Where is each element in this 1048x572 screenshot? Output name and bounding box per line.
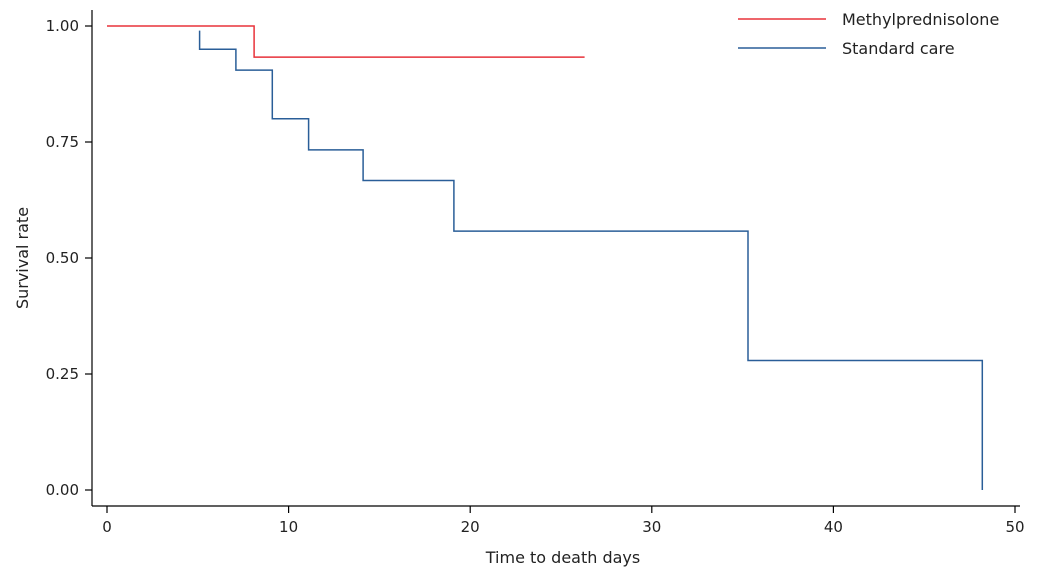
x-axis-title: Time to death days — [485, 548, 640, 567]
x-tick-label: 20 — [461, 518, 480, 536]
legend: Methylprednisolone Standard care — [738, 10, 999, 58]
x-tick-label: 40 — [824, 518, 843, 536]
x-tick-label: 0 — [102, 518, 112, 536]
y-tick-label: 0.50 — [46, 249, 79, 267]
x-tick-label: 10 — [279, 518, 298, 536]
y-tick-label: 1.00 — [46, 17, 79, 35]
series-line-methylprednisolone — [107, 25, 585, 58]
axes — [91, 10, 1020, 507]
y-tick-label: 0.75 — [46, 133, 79, 151]
y-tick-label: 0.00 — [46, 481, 79, 499]
legend-label: Methylprednisolone — [842, 10, 999, 29]
series-line-standard-care — [198, 30, 984, 490]
y-axis-title: Survival rate — [13, 207, 32, 309]
legend-label: Standard care — [842, 39, 955, 58]
x-tick-label: 50 — [1005, 518, 1024, 536]
x-ticks: 0 10 20 30 40 50 — [102, 506, 1025, 536]
series-layer — [107, 25, 984, 490]
y-tick-label: 0.25 — [46, 365, 79, 383]
x-tick-label: 30 — [642, 518, 661, 536]
y-ticks: 0.00 0.25 0.50 0.75 1.00 — [46, 17, 92, 499]
